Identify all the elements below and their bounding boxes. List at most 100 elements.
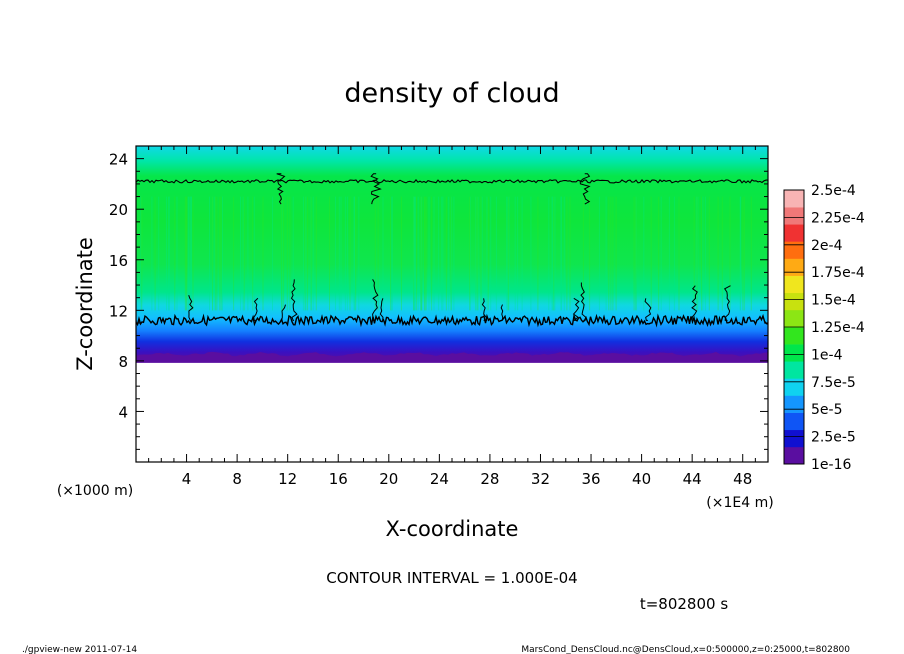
contour-spikes — [188, 173, 731, 321]
texture-streak — [212, 196, 214, 311]
texture-streak — [349, 196, 351, 311]
texture-streak — [420, 196, 422, 311]
texture-streak — [220, 196, 222, 311]
texture-streak — [507, 196, 509, 311]
texture-streak — [174, 196, 176, 311]
texture-streak — [413, 196, 414, 311]
texture-streak — [312, 196, 314, 311]
texture-streak — [508, 196, 510, 311]
texture-streak — [209, 196, 210, 311]
contour-spike — [379, 298, 384, 321]
texture-streak — [721, 196, 723, 311]
texture-streak — [668, 196, 670, 311]
texture-streak — [530, 196, 532, 311]
texture-streak — [240, 196, 241, 311]
texture-streak — [420, 196, 422, 311]
texture-streak — [743, 196, 745, 311]
texture-streak — [554, 196, 556, 311]
texture-streak — [425, 196, 427, 311]
texture-streak — [306, 196, 308, 311]
colorbar-swatch — [784, 344, 804, 362]
texture-streak — [377, 196, 379, 311]
texture-streak — [335, 196, 336, 311]
x-tick-label: 20 — [379, 470, 398, 488]
texture-streak — [401, 196, 402, 311]
texture-streak — [286, 196, 288, 311]
texture-streak — [141, 196, 143, 311]
y-tick-label: 16 — [109, 252, 128, 270]
texture-streak — [486, 196, 488, 311]
texture-streak — [643, 196, 645, 311]
texture-streak — [391, 196, 393, 311]
time-text: t=802800 s — [640, 595, 728, 613]
contour-spike — [290, 279, 298, 321]
texture-streak — [192, 196, 194, 311]
texture-streak — [289, 196, 291, 311]
texture-streak — [304, 196, 306, 311]
texture-streak — [552, 196, 554, 311]
texture-streak — [176, 196, 178, 311]
texture-streak — [281, 196, 283, 311]
texture-streak — [166, 196, 168, 311]
texture-streak — [310, 196, 312, 311]
colorbar-label: 2.5e-4 — [811, 183, 856, 199]
colorbar-swatch — [784, 429, 804, 448]
texture-streak — [612, 196, 614, 311]
texture-streak — [417, 196, 419, 311]
colorbar-swatch — [784, 207, 804, 225]
texture-streak — [514, 196, 516, 311]
texture-streak — [521, 196, 523, 311]
texture-streak — [742, 196, 744, 311]
texture-streak — [416, 196, 418, 311]
texture-streak — [480, 196, 482, 311]
x-tick-label: 12 — [278, 470, 297, 488]
texture-streak — [344, 196, 346, 311]
texture-streak — [243, 196, 245, 311]
texture-streak — [329, 196, 330, 311]
texture-streak — [445, 196, 447, 311]
texture-streak — [453, 196, 455, 311]
texture-streak — [414, 196, 416, 311]
texture-streak — [353, 196, 355, 311]
colorbar-swatch — [784, 275, 804, 294]
texture-streak — [222, 196, 223, 311]
texture-streak — [507, 196, 509, 311]
x-axis-ticks: 4 8 12 16 20 24 28 32 36 40 44 48 — [148, 146, 756, 488]
texture-streak — [158, 196, 160, 311]
colorbar-label: 7.5e-5 — [811, 375, 856, 391]
texture-streak — [717, 196, 719, 311]
contour-spike — [500, 304, 504, 321]
texture-streak — [438, 196, 440, 311]
y-tick-label: 12 — [109, 302, 128, 320]
texture-streak — [283, 196, 285, 311]
texture-streak — [635, 196, 637, 311]
colorbar-label: 1.5e-4 — [811, 293, 856, 309]
texture-streak — [589, 196, 591, 311]
texture-streak — [650, 196, 652, 311]
texture-streak — [739, 196, 741, 311]
contour-spike — [691, 285, 698, 321]
texture-streak — [190, 196, 192, 311]
texture-streak — [292, 196, 294, 311]
texture-streak — [189, 196, 191, 311]
texture-streak — [490, 196, 492, 311]
texture-streak — [424, 196, 426, 311]
x-tick-label: 28 — [480, 470, 499, 488]
texture-streak — [450, 196, 452, 311]
texture-streak — [633, 196, 635, 311]
contour-spike — [281, 304, 286, 321]
footer-right: MarsCond_DensCloud.nc@DensCloud,x=0:5000… — [521, 645, 850, 654]
texture-streak — [551, 196, 553, 311]
texture-streak — [272, 196, 273, 311]
texture-streak — [560, 196, 562, 311]
texture-streak — [151, 196, 153, 311]
texture-streak — [431, 196, 433, 311]
contour-spike — [580, 282, 587, 321]
texture-streak — [247, 196, 249, 311]
x-tick-label: 40 — [632, 470, 651, 488]
contour-line-upper — [136, 179, 768, 184]
texture-streak — [413, 196, 415, 311]
colorbar-swatch — [784, 224, 804, 242]
texture-streak — [242, 196, 244, 311]
